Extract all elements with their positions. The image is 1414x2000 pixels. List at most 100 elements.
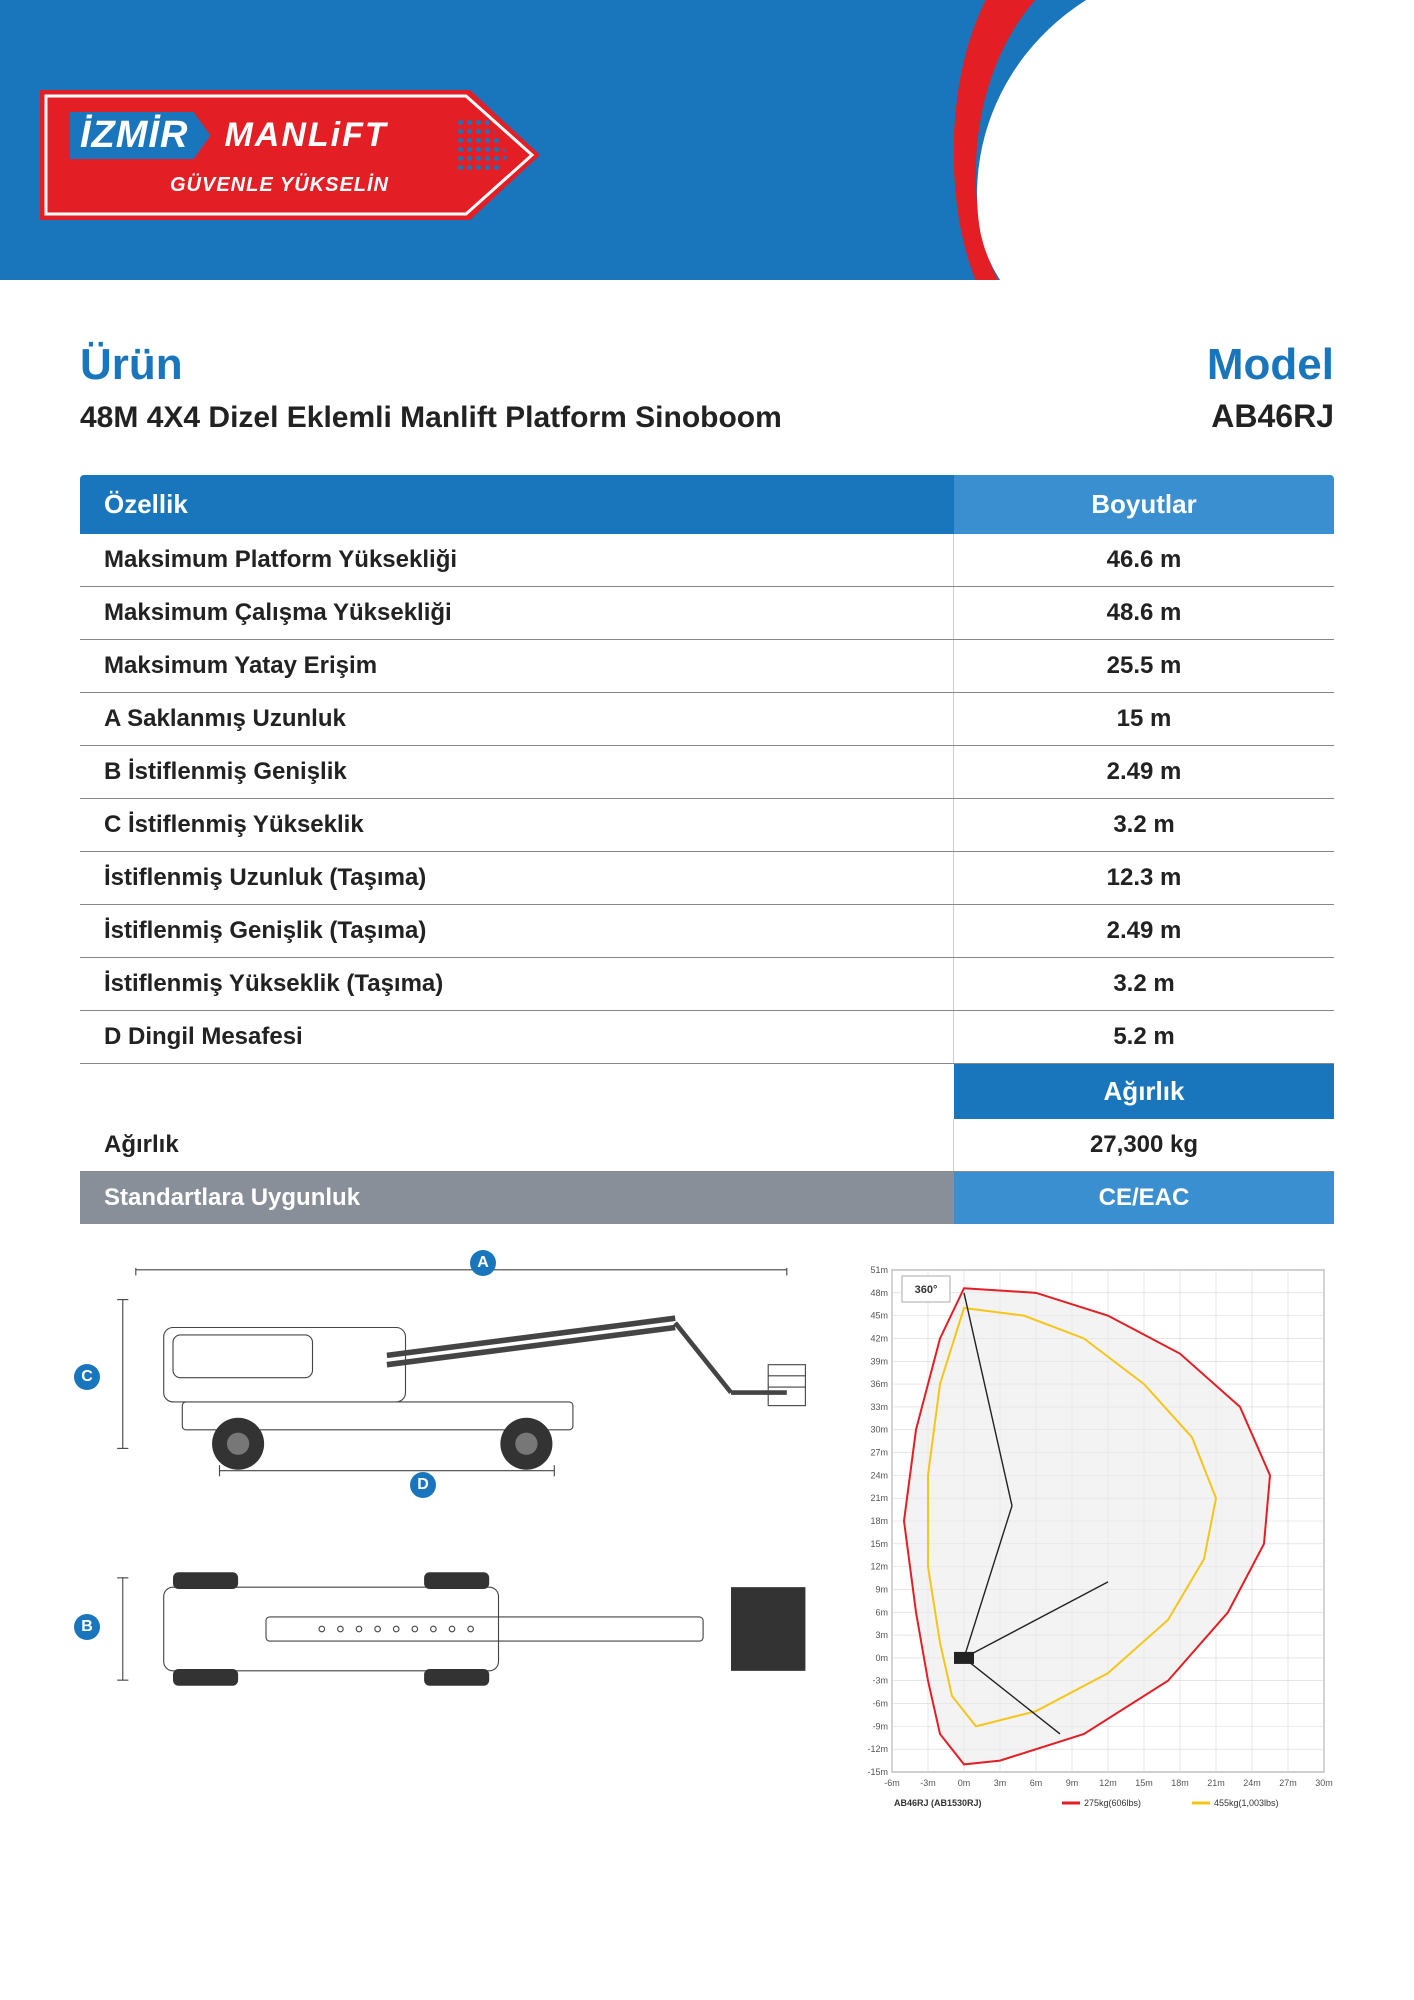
diagrams-area: A C D	[80, 1254, 1334, 1819]
spec-table: Özellik Boyutlar Maksimum Platform Yükse…	[80, 475, 1334, 1224]
svg-text:AB46RJ (AB1530RJ): AB46RJ (AB1530RJ)	[894, 1798, 982, 1808]
brand-logo: İZMİR MANLiFT GÜVENLE YÜKSELİN	[40, 90, 540, 220]
svg-text:24m: 24m	[870, 1470, 888, 1480]
spec-value: 25.5 m	[954, 640, 1334, 692]
logo-slogan: GÜVENLE YÜKSELİN	[170, 174, 389, 197]
page-content: Ürün Model 48M 4X4 Dizel Eklemli Manlift…	[0, 280, 1414, 1859]
page-header: İZMİR MANLiFT GÜVENLE YÜKSELİN	[0, 0, 1414, 280]
svg-text:3m: 3m	[875, 1630, 888, 1640]
compliance-value: CE/EAC	[954, 1172, 1334, 1224]
dimension-badge-c: C	[74, 1364, 100, 1390]
reach-chart: -6m-3m0m3m6m9m12m15m18m21m24m27m30m-15m-…	[854, 1254, 1334, 1819]
table-footer-row: Standartlara Uygunluk CE/EAC	[80, 1172, 1334, 1224]
spec-value: 46.6 m	[954, 534, 1334, 586]
spec-label: Maksimum Platform Yüksekliği	[80, 534, 954, 586]
table-header-feature: Özellik	[80, 475, 954, 534]
spec-value: 12.3 m	[954, 852, 1334, 904]
svg-text:15m: 15m	[870, 1539, 888, 1549]
section-title-model: Model	[1207, 340, 1334, 390]
svg-text:30m: 30m	[870, 1425, 888, 1435]
table-row: İstiflenmiş Uzunluk (Taşıma)12.3 m	[80, 852, 1334, 905]
table-row: Maksimum Platform Yüksekliği46.6 m	[80, 534, 1334, 587]
svg-text:-12m: -12m	[867, 1744, 888, 1754]
svg-text:0m: 0m	[958, 1778, 971, 1788]
svg-text:0m: 0m	[875, 1653, 888, 1663]
spec-value: 5.2 m	[954, 1011, 1334, 1063]
dimension-badge-a: A	[470, 1250, 496, 1276]
svg-text:3m: 3m	[994, 1778, 1007, 1788]
spec-label: İstiflenmiş Yükseklik (Taşıma)	[80, 958, 954, 1010]
table-section-weight: Ağırlık	[80, 1064, 1334, 1119]
svg-text:12m: 12m	[1099, 1778, 1117, 1788]
top-view-diagram: B	[80, 1544, 824, 1714]
product-name: 48M 4X4 Dizel Eklemli Manlift Platform S…	[80, 401, 782, 435]
table-row: Maksimum Çalışma Yüksekliği48.6 m	[80, 587, 1334, 640]
weight-value: 27,300 kg	[954, 1119, 1334, 1171]
dimension-badge-d: D	[410, 1472, 436, 1498]
logo-word-manlift: MANLiFT	[224, 116, 387, 155]
svg-text:39m: 39m	[870, 1356, 888, 1366]
spec-label: Maksimum Çalışma Yüksekliği	[80, 587, 954, 639]
svg-text:15m: 15m	[1135, 1778, 1153, 1788]
table-row: A Saklanmış Uzunluk15 m	[80, 693, 1334, 746]
svg-text:30m: 30m	[1315, 1778, 1333, 1788]
dimension-badge-b: B	[74, 1614, 100, 1640]
svg-text:275kg(606lbs): 275kg(606lbs)	[1084, 1798, 1141, 1808]
compliance-label: Standartlara Uygunluk	[80, 1172, 954, 1224]
svg-text:27m: 27m	[1279, 1778, 1297, 1788]
reach-chart-svg: -6m-3m0m3m6m9m12m15m18m21m24m27m30m-15m-…	[854, 1254, 1334, 1814]
spec-value: 2.49 m	[954, 905, 1334, 957]
svg-text:-6m: -6m	[884, 1778, 900, 1788]
svg-text:51m: 51m	[870, 1265, 888, 1275]
spec-label: C İstiflenmiş Yükseklik	[80, 799, 954, 851]
spec-label: İstiflenmiş Uzunluk (Taşıma)	[80, 852, 954, 904]
svg-text:27m: 27m	[870, 1448, 888, 1458]
svg-text:6m: 6m	[875, 1607, 888, 1617]
spec-label: B İstiflenmiş Genişlik	[80, 746, 954, 798]
table-row: C İstiflenmiş Yükseklik3.2 m	[80, 799, 1334, 852]
table-section-weight-label: Ağırlık	[954, 1064, 1334, 1119]
table-header-dimensions: Boyutlar	[954, 475, 1334, 534]
table-row: İstiflenmiş Yükseklik (Taşıma)3.2 m	[80, 958, 1334, 1011]
table-row: İstiflenmiş Genişlik (Taşıma)2.49 m	[80, 905, 1334, 958]
table-row: B İstiflenmiş Genişlik2.49 m	[80, 746, 1334, 799]
svg-text:36m: 36m	[870, 1379, 888, 1389]
weight-label: Ağırlık	[80, 1119, 954, 1171]
svg-text:48m: 48m	[870, 1288, 888, 1298]
top-view-svg	[80, 1544, 824, 1714]
svg-text:455kg(1,003lbs): 455kg(1,003lbs)	[1214, 1798, 1279, 1808]
spec-label: Maksimum Yatay Erişim	[80, 640, 954, 692]
spec-value: 48.6 m	[954, 587, 1334, 639]
svg-text:-3m: -3m	[873, 1676, 889, 1686]
svg-text:-3m: -3m	[920, 1778, 936, 1788]
svg-text:12m: 12m	[870, 1562, 888, 1572]
svg-text:42m: 42m	[870, 1333, 888, 1343]
spec-value: 15 m	[954, 693, 1334, 745]
svg-text:21m: 21m	[870, 1493, 888, 1503]
table-row: Maksimum Yatay Erişim25.5 m	[80, 640, 1334, 693]
svg-text:9m: 9m	[875, 1584, 888, 1594]
svg-text:-6m: -6m	[873, 1699, 889, 1709]
table-header-row: Özellik Boyutlar	[80, 475, 1334, 534]
spec-value: 3.2 m	[954, 958, 1334, 1010]
logo-word-izmir: İZMİR	[70, 112, 210, 159]
spec-value: 2.49 m	[954, 746, 1334, 798]
svg-text:360°: 360°	[915, 1284, 938, 1296]
spec-value: 3.2 m	[954, 799, 1334, 851]
svg-text:-9m: -9m	[873, 1721, 889, 1731]
svg-text:18m: 18m	[1171, 1778, 1189, 1788]
svg-text:21m: 21m	[1207, 1778, 1225, 1788]
svg-text:6m: 6m	[1030, 1778, 1043, 1788]
side-view-diagram: A C D	[80, 1254, 824, 1494]
svg-text:18m: 18m	[870, 1516, 888, 1526]
section-title-product: Ürün	[80, 340, 183, 390]
table-row: Ağırlık 27,300 kg	[80, 1119, 1334, 1172]
spec-label: D Dingil Mesafesi	[80, 1011, 954, 1063]
svg-text:-15m: -15m	[867, 1767, 888, 1777]
spec-label: A Saklanmış Uzunluk	[80, 693, 954, 745]
table-row: D Dingil Mesafesi5.2 m	[80, 1011, 1334, 1064]
svg-text:45m: 45m	[870, 1311, 888, 1321]
svg-text:24m: 24m	[1243, 1778, 1261, 1788]
side-view-svg	[80, 1254, 824, 1494]
svg-text:33m: 33m	[870, 1402, 888, 1412]
